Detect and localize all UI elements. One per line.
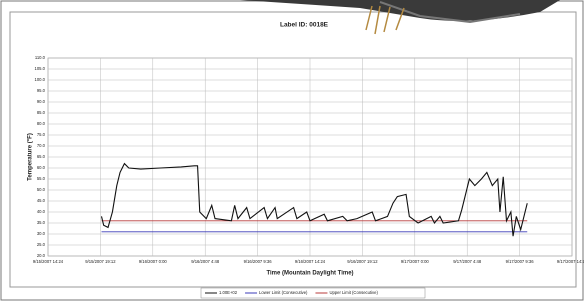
x-tick-label: 9/16/2007 14:24	[295, 259, 326, 264]
x-axis-label: Time (Mountain Daylight Time)	[266, 271, 353, 277]
x-tick-label: 9/17/2007 4:48	[453, 259, 482, 264]
x-tick-label: 9/15/2007 19:12	[85, 259, 116, 264]
y-tick-label: 100.0	[35, 77, 46, 82]
x-tick-label: 9/17/2007 9:36	[506, 259, 535, 264]
x-tick-label: 9/16/2007 4:48	[191, 259, 220, 264]
y-tick-label: 55.0	[37, 176, 46, 181]
y-tick-label: 110.0	[35, 55, 46, 60]
y-tick-label: 90.0	[37, 99, 46, 104]
legend-label: Lower Limit (Consecutive)	[259, 290, 308, 295]
x-tick-label: 9/17/2007 14:24	[557, 259, 584, 264]
legend-label: 1.00E+02	[219, 290, 238, 295]
x-tick-label: 9/16/2007 0:00	[139, 259, 168, 264]
y-tick-label: 40.0	[37, 209, 46, 214]
chart: Label ID: 0018E Temperature (°F) Time (M…	[0, 0, 584, 301]
chart-title: Label ID: 0018E	[280, 22, 329, 29]
y-tick-label: 95.0	[37, 88, 46, 93]
x-tick-label: 9/17/2007 0:00	[401, 259, 430, 264]
y-tick-label: 65.0	[37, 154, 46, 159]
x-tick-label: 9/16/2007 9:36	[244, 259, 273, 264]
legend-label: Upper Limit (Consecutive)	[329, 290, 378, 295]
x-tick-label: 9/15/2007 14:24	[33, 259, 64, 264]
y-tick-label: 75.0	[37, 132, 46, 137]
y-axis-label: Temperature (°F)	[28, 133, 34, 181]
y-tick-label: 25.0	[37, 242, 46, 247]
y-tick-label: 20.0	[37, 253, 46, 258]
y-tick-label: 60.0	[37, 165, 46, 170]
y-tick-label: 50.0	[37, 187, 46, 192]
y-tick-label: 85.0	[37, 110, 46, 115]
y-tick-label: 30.0	[37, 231, 46, 236]
y-tick-label: 80.0	[37, 121, 46, 126]
y-tick-label: 70.0	[37, 143, 46, 148]
y-tick-label: 45.0	[37, 198, 46, 203]
x-tick-label: 9/16/2007 19:12	[347, 259, 378, 264]
y-tick-label: 35.0	[37, 220, 46, 225]
y-tick-label: 105.0	[35, 66, 46, 71]
legend: 1.00E+02 Lower Limit (Consecutive) Upper L…	[201, 288, 425, 298]
